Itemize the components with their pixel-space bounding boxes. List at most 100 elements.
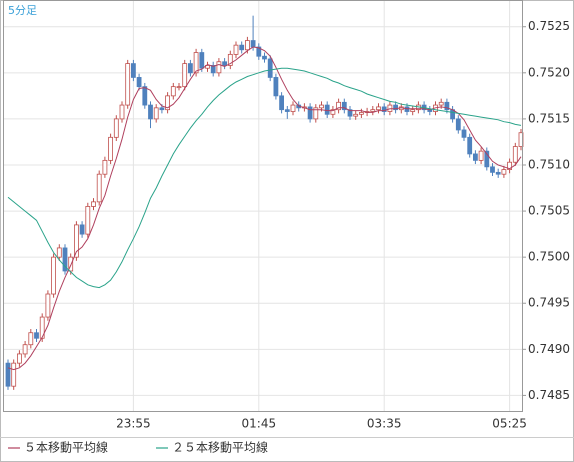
y-tick-label: 0.7520 bbox=[528, 65, 570, 79]
y-tick-label: 0.7510 bbox=[528, 157, 570, 171]
candle-body bbox=[410, 109, 416, 112]
chart-title: 5分足 bbox=[8, 4, 37, 17]
candle-body bbox=[91, 201, 96, 207]
candle-body bbox=[159, 107, 165, 111]
candle-body bbox=[205, 65, 210, 69]
candle-body bbox=[444, 101, 450, 111]
candle-body bbox=[262, 55, 267, 60]
candle-body bbox=[68, 256, 74, 272]
candle-body bbox=[239, 44, 245, 51]
candle-body bbox=[376, 106, 381, 111]
candle-body bbox=[290, 104, 296, 112]
candle-body bbox=[125, 63, 131, 106]
legend-label: ２５本移動平均線 bbox=[172, 440, 268, 455]
y-tick-label: 0.7485 bbox=[528, 388, 570, 402]
candle-body bbox=[393, 104, 399, 111]
candle-body bbox=[319, 104, 324, 109]
candle-body bbox=[22, 344, 28, 355]
candle-body bbox=[165, 95, 171, 111]
y-tick-label: 0.7525 bbox=[528, 19, 570, 33]
candle-body bbox=[39, 316, 45, 339]
candle-body bbox=[244, 40, 250, 51]
candle-body bbox=[108, 136, 113, 161]
candle-body bbox=[153, 107, 159, 120]
legend-label: ５本移動平均線 bbox=[24, 440, 108, 455]
candle-body bbox=[387, 104, 393, 112]
candle-body bbox=[51, 256, 56, 295]
candle-body bbox=[85, 206, 91, 235]
candle-body bbox=[11, 362, 17, 387]
candle-body bbox=[79, 224, 85, 235]
plot-area bbox=[3, 0, 524, 412]
candle-body bbox=[307, 106, 313, 120]
candle-body bbox=[142, 86, 148, 106]
candle-body bbox=[347, 109, 353, 117]
candle-body bbox=[96, 173, 102, 203]
candle-body bbox=[233, 44, 239, 55]
y-tick-label: 0.7500 bbox=[528, 250, 570, 264]
y-tick-label: 0.7505 bbox=[528, 204, 570, 218]
candle-body bbox=[495, 171, 501, 175]
candle-body bbox=[62, 247, 68, 272]
candle-body bbox=[170, 86, 176, 97]
candle-body bbox=[284, 109, 290, 112]
candle-body bbox=[34, 332, 39, 339]
ma-line bbox=[7, 46, 522, 371]
candle-body bbox=[250, 40, 256, 48]
candle-body bbox=[267, 58, 273, 78]
x-tick-label: 03:35 bbox=[367, 417, 402, 431]
candle-body bbox=[490, 166, 495, 173]
x-tick-label: 23:55 bbox=[116, 417, 151, 431]
candle-body bbox=[182, 63, 188, 88]
candle-body bbox=[136, 77, 142, 88]
candle-body bbox=[148, 104, 153, 120]
candle-body bbox=[5, 362, 11, 387]
candle-body bbox=[113, 118, 119, 138]
y-tick-label: 0.7495 bbox=[528, 296, 570, 310]
candle-body bbox=[353, 113, 359, 117]
candle-body bbox=[336, 101, 342, 111]
candle-body bbox=[187, 63, 193, 74]
candle-body bbox=[273, 77, 279, 97]
candle-body bbox=[455, 118, 461, 131]
candle-body bbox=[501, 169, 507, 175]
candle-body bbox=[324, 104, 330, 115]
ma-line bbox=[7, 67, 522, 289]
y-tick-label: 0.7490 bbox=[528, 342, 570, 356]
candle-body bbox=[222, 61, 228, 66]
candle-body bbox=[210, 65, 216, 74]
candle-body bbox=[467, 136, 473, 155]
candle-body bbox=[199, 52, 205, 69]
x-tick-label: 05:25 bbox=[492, 417, 527, 431]
candle-body bbox=[216, 61, 222, 74]
candle-body bbox=[279, 95, 285, 111]
candle-body bbox=[16, 353, 22, 364]
candle-body bbox=[341, 101, 347, 111]
candle-body bbox=[130, 63, 136, 78]
candle-body bbox=[472, 153, 478, 161]
candle-body bbox=[507, 161, 513, 170]
x-tick-label: 01:45 bbox=[242, 417, 277, 431]
candle-body bbox=[119, 104, 125, 120]
candle-body bbox=[313, 107, 319, 120]
plot-border bbox=[3, 0, 523, 412]
candle-body bbox=[478, 150, 484, 161]
candle-body bbox=[45, 293, 51, 318]
candle-body bbox=[330, 109, 336, 115]
candle-body bbox=[358, 112, 364, 115]
candle-body bbox=[438, 101, 444, 106]
candle-body bbox=[512, 146, 518, 163]
candle-body bbox=[28, 332, 34, 346]
candle-body bbox=[56, 247, 62, 258]
candle-body bbox=[370, 109, 376, 112]
candle-body bbox=[484, 150, 490, 168]
candle-body bbox=[256, 46, 262, 57]
candle-body bbox=[176, 86, 182, 89]
y-tick-label: 0.7515 bbox=[528, 111, 570, 125]
candle-body bbox=[461, 129, 467, 138]
candle-body bbox=[74, 224, 79, 258]
candle-body bbox=[193, 52, 199, 74]
candle-body bbox=[381, 106, 387, 112]
